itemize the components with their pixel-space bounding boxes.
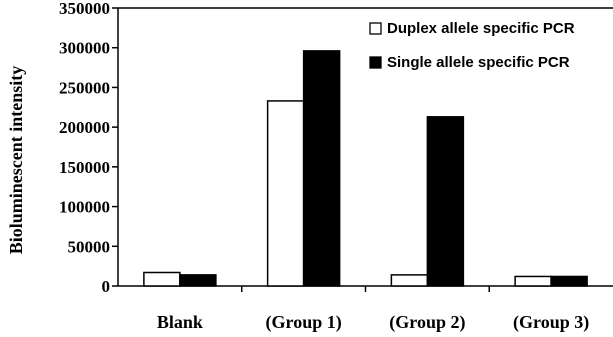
- y-tick-label: 0: [102, 277, 111, 296]
- y-axis-label: Bioluminescent intensity: [6, 66, 26, 255]
- x-tick-label: (Group 1): [266, 312, 342, 333]
- y-tick-label: 300000: [59, 39, 110, 58]
- y-tick-label: 150000: [59, 158, 110, 177]
- y-axis: 0 50000 100000 150000 200000 250000 300000 3500…: [59, 0, 118, 296]
- bar-duplex: [143, 271, 181, 287]
- y-tick-label: 100000: [59, 198, 110, 217]
- legend: Duplex allele specific PCR Single allele …: [369, 20, 575, 71]
- plot-area: [117, 7, 613, 287]
- y-tick-label: 200000: [59, 118, 110, 137]
- x-tick-label: (Group 2): [389, 312, 465, 333]
- legend-swatch: [369, 22, 382, 35]
- y-tick-label: 250000: [59, 78, 110, 97]
- y-tick-label: 50000: [68, 237, 111, 256]
- legend-label: Duplex allele specific PCR: [387, 20, 575, 37]
- x-axis: Blank (Group 1) (Group 2) (Group 3): [157, 286, 589, 333]
- x-tick-label: Blank: [157, 312, 203, 332]
- bar-duplex: [514, 275, 552, 287]
- x-tick-label: (Group 3): [513, 312, 589, 333]
- bar-single: [426, 116, 465, 287]
- bar-single: [302, 50, 341, 287]
- y-tick-label: 350000: [59, 0, 110, 18]
- bar-duplex: [390, 274, 429, 287]
- bar-single: [179, 274, 217, 287]
- legend-swatch: [369, 56, 382, 69]
- bar-duplex: [266, 100, 305, 287]
- legend-label: Single allele specific PCR: [387, 54, 570, 71]
- bars: [143, 50, 588, 287]
- bar-single: [550, 275, 588, 287]
